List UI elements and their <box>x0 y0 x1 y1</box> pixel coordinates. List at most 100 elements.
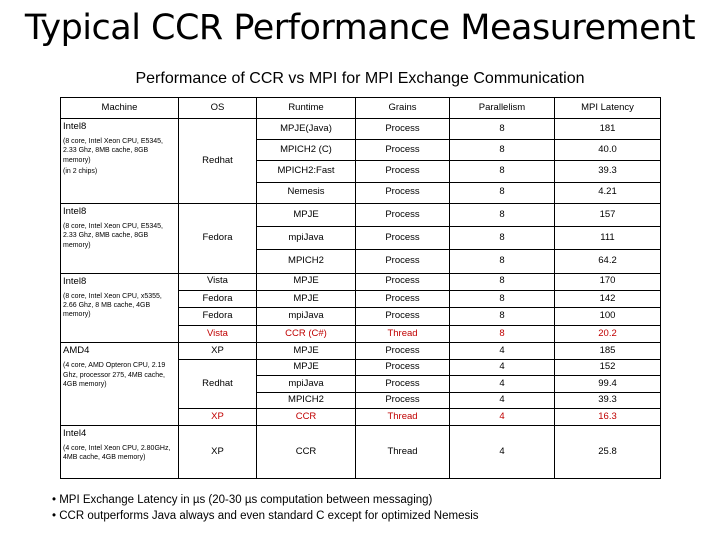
latency-cell: 100 <box>554 307 661 326</box>
machine-name: AMD4 <box>63 345 90 357</box>
grains-cell: Process <box>355 160 450 183</box>
machine-name: Intel8 <box>63 121 87 132</box>
table-row: MPICH2 (C) Process 8 40.0 <box>61 139 661 162</box>
table-row-highlighted: Vista CCR (C#) Thread 8 20.2 <box>61 324 661 344</box>
parallelism-cell: 8 <box>449 290 555 309</box>
parallelism-cell: 4 <box>449 391 555 410</box>
latency-cell: 64.2 <box>554 249 661 274</box>
parallelism-cell: 8 <box>449 202 555 228</box>
latency-cell: 142 <box>554 290 661 309</box>
os-cell: Vista <box>178 272 257 292</box>
runtime-cell: MPJE <box>256 290 356 309</box>
runtime-cell: MPICH2:Fast <box>256 160 356 183</box>
parallelism-cell: 4 <box>449 375 555 393</box>
parallelism-cell: 8 <box>449 181 555 204</box>
latency-cell: 111 <box>554 226 661 251</box>
os-cell: Fedora <box>178 307 257 326</box>
latency-cell: 157 <box>554 202 661 228</box>
runtime-cell: MPJE <box>256 342 356 360</box>
machine-note: (in 2 chips) <box>63 168 98 176</box>
grains-cell: Process <box>355 139 450 162</box>
grains-cell: Process <box>355 358 450 377</box>
runtime-cell: MPJE <box>256 202 356 228</box>
grains-cell: Thread <box>355 425 450 479</box>
header-runtime: Runtime <box>256 97 356 119</box>
parallelism-cell: 8 <box>449 307 555 326</box>
latency-cell: 16.3 <box>554 408 661 426</box>
grains-cell: Process <box>355 272 450 292</box>
latency-cell: 185 <box>554 342 661 360</box>
table-row: MPICH2 Process 4 39.3 <box>61 391 661 410</box>
grains-cell: Process <box>355 290 450 309</box>
parallelism-cell: 4 <box>449 358 555 377</box>
machine-cell: AMD4 (4 core, AMD Opteron CPU, 2.19 Ghz,… <box>60 342 179 426</box>
grains-cell: Process <box>355 375 450 393</box>
os-cell: Fedora <box>178 202 257 274</box>
parallelism-cell: 4 <box>449 408 555 426</box>
table-row: MPICH2 Process 8 64.2 <box>61 249 661 274</box>
machine-cell: Intel8 (8 core, Intel Xeon CPU, x5355, 2… <box>60 272 179 344</box>
os-cell: Vista <box>178 324 257 344</box>
machine-name: Intel8 <box>63 275 87 287</box>
table-row: mpiJava Process 4 99.4 <box>61 375 661 393</box>
machine-spec: (8 core, Intel Xeon CPU, E5345, 2.33 Ghz… <box>63 222 163 249</box>
slide-title: Typical CCR Performance Measurement <box>24 8 696 48</box>
machine-cell: Intel8 (8 core, Intel Xeon CPU, E5345, 2… <box>60 202 179 274</box>
runtime-cell: Nemesis <box>256 181 356 204</box>
machine-spec: (4 core, Intel Xeon CPU, 2.80GHz, 4MB ca… <box>63 444 171 462</box>
parallelism-cell: 8 <box>449 249 555 274</box>
runtime-cell: MPICH2 <box>256 391 356 410</box>
runtime-cell: CCR <box>256 408 356 426</box>
table-row: Intel8 (8 core, Intel Xeon CPU, E5345, 2… <box>60 117 661 204</box>
latency-cell: 152 <box>554 358 661 377</box>
parallelism-cell: 8 <box>449 272 555 292</box>
grains-cell: Process <box>355 342 450 360</box>
note-bullet: • CCR outperforms Java always and even s… <box>52 510 479 522</box>
parallelism-cell: 4 <box>449 425 555 479</box>
latency-cell: 25.8 <box>554 425 661 479</box>
parallelism-cell: 8 <box>449 226 555 251</box>
latency-cell: 40.0 <box>554 139 661 162</box>
os-cell: XP <box>178 425 257 479</box>
parallelism-cell: 8 <box>449 139 555 162</box>
header-parallelism: Parallelism <box>449 97 555 119</box>
table-row: Intel4 (4 core, Intel Xeon CPU, 2.80GHz,… <box>60 425 661 479</box>
os-cell: XP <box>178 408 257 426</box>
table-row: AMD4 (4 core, AMD Opteron CPU, 2.19 Ghz,… <box>60 342 661 426</box>
notes-list: • MPI Exchange Latency in µs (20-30 µs c… <box>52 492 479 524</box>
runtime-cell: MPJE(Java) <box>256 117 356 141</box>
parallelism-cell: 8 <box>449 160 555 183</box>
header-mpi-latency: MPI Latency <box>554 97 661 119</box>
latency-cell: 4.21 <box>554 181 661 204</box>
header-row: Machine OS Runtime Grains Parallelism MP… <box>60 97 661 119</box>
machine-cell: Intel8 (8 core, Intel Xeon CPU, E5345, 2… <box>60 118 179 204</box>
grains-cell: Thread <box>355 324 450 344</box>
runtime-cell: MPICH2 <box>256 249 356 274</box>
os-cell: Redhat <box>178 358 257 410</box>
latency-cell: 20.2 <box>554 324 661 344</box>
latency-cell: 181 <box>554 117 661 141</box>
runtime-cell: mpiJava <box>256 226 356 251</box>
grains-cell: Process <box>355 226 450 251</box>
runtime-cell: MPJE <box>256 358 356 377</box>
runtime-cell: CCR (C#) <box>256 324 356 344</box>
header-grains: Grains <box>355 97 450 119</box>
table-caption: Performance of CCR vs MPI for MPI Exchan… <box>135 70 585 87</box>
machine-name: Intel4 <box>63 428 87 439</box>
parallelism-cell: 8 <box>449 117 555 141</box>
grains-cell: Process <box>355 391 450 410</box>
latency-cell: 170 <box>554 272 661 292</box>
latency-cell: 39.3 <box>554 160 661 183</box>
latency-cell: 39.3 <box>554 391 661 410</box>
header-os: OS <box>178 97 257 119</box>
grains-cell: Process <box>355 181 450 204</box>
grains-cell: Process <box>355 249 450 274</box>
table-row: Fedora MPJE Process 8 142 <box>61 290 661 309</box>
machine-name: Intel8 <box>63 205 87 217</box>
machine-cell: Intel4 (4 core, Intel Xeon CPU, 2.80GHz,… <box>60 425 179 479</box>
header-machine: Machine <box>60 97 179 119</box>
latency-table: Machine OS Runtime Grains Parallelism MP… <box>60 97 661 479</box>
grains-cell: Process <box>355 117 450 141</box>
latency-cell: 99.4 <box>554 375 661 393</box>
table-row: Redhat MPJE Process 4 152 <box>61 358 661 410</box>
